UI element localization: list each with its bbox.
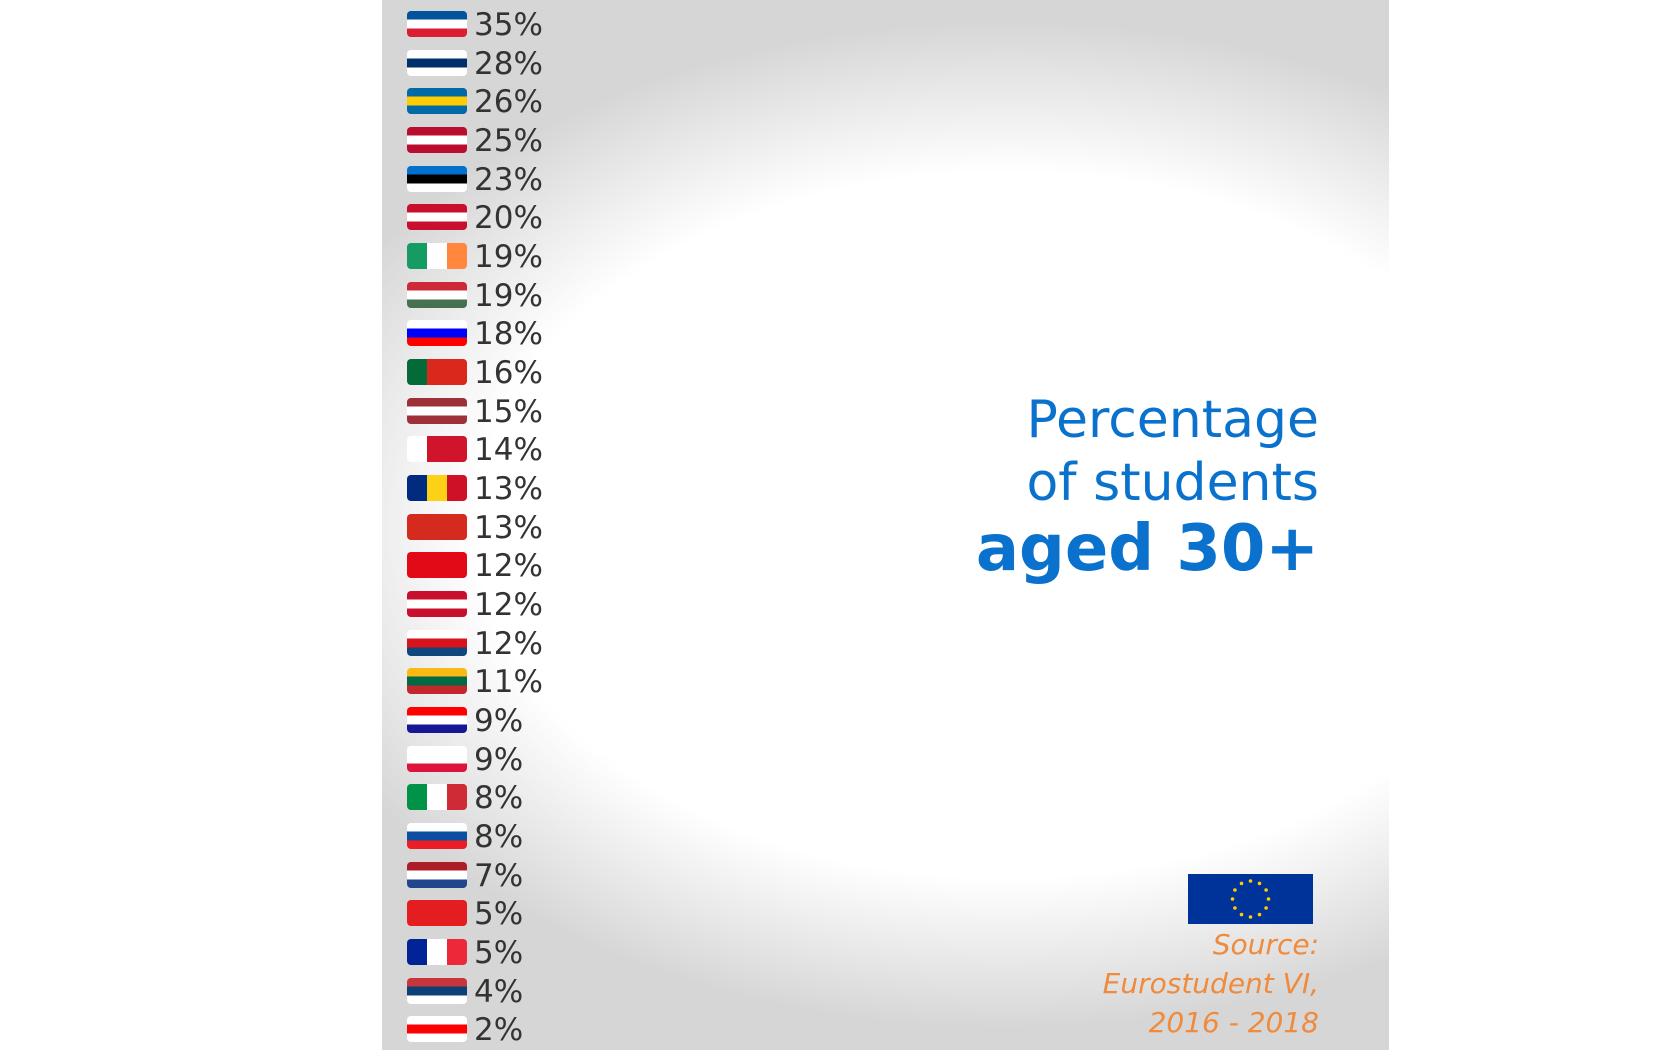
flag-icon bbox=[407, 668, 467, 695]
percentage-label: 18% bbox=[474, 316, 543, 353]
eu-flag bbox=[1188, 874, 1313, 924]
source-label: Source: bbox=[1212, 928, 1319, 961]
percentage-label: 13% bbox=[474, 509, 543, 546]
percentage-label: 7% bbox=[474, 857, 524, 894]
flag-icon bbox=[407, 88, 467, 115]
percentage-label: 2% bbox=[474, 1012, 524, 1049]
source-line: 2016 - 2018 bbox=[1148, 1006, 1319, 1039]
percentage-label: 5% bbox=[474, 896, 524, 933]
percentage-label: 8% bbox=[474, 780, 524, 817]
flag-icon bbox=[407, 436, 467, 463]
source-line: Eurostudent VI, bbox=[1102, 967, 1319, 1000]
flag-icon bbox=[407, 861, 467, 888]
percentage-label: 19% bbox=[474, 277, 543, 314]
title-line: of students bbox=[1026, 453, 1319, 513]
flag-icon bbox=[407, 475, 467, 502]
flag-icon bbox=[407, 11, 467, 37]
flag-icon bbox=[407, 320, 467, 347]
percentage-label: 26% bbox=[474, 84, 543, 121]
percentage-label: 12% bbox=[474, 625, 543, 662]
flag-icon bbox=[407, 49, 467, 76]
flag-icon bbox=[407, 281, 467, 308]
percentage-label: 23% bbox=[474, 161, 543, 198]
title-emphasis: aged 30+ bbox=[975, 512, 1319, 586]
flag-icon bbox=[407, 513, 467, 540]
flag-icon bbox=[407, 552, 467, 579]
flag-icon bbox=[407, 745, 467, 772]
percentage-label: 5% bbox=[474, 935, 524, 972]
flag-icon bbox=[407, 397, 467, 424]
percentage-label: 35% bbox=[474, 7, 543, 43]
flag-icon bbox=[407, 165, 467, 192]
percentage-label: 12% bbox=[474, 548, 543, 585]
flag-icon bbox=[407, 243, 467, 270]
percentage-label: 13% bbox=[474, 471, 543, 508]
flag-icon bbox=[407, 900, 467, 927]
flag-icon bbox=[407, 591, 467, 618]
flag-icon bbox=[407, 1016, 467, 1043]
percentage-label: 14% bbox=[474, 432, 543, 469]
flag-icon bbox=[407, 127, 467, 153]
flag-icon bbox=[407, 977, 467, 1004]
title-line: Percentage bbox=[1026, 390, 1319, 450]
percentage-label: 28% bbox=[474, 45, 543, 82]
flag-icon bbox=[407, 629, 467, 656]
flag-icon bbox=[407, 204, 467, 231]
flag-icon bbox=[407, 359, 467, 386]
percentage-label: 4% bbox=[474, 973, 524, 1010]
percentage-label: 11% bbox=[474, 664, 543, 701]
percentage-label: 15% bbox=[474, 393, 543, 430]
percentage-label: 25% bbox=[474, 123, 543, 159]
percentage-label: 20% bbox=[474, 200, 543, 237]
percentage-label: 12% bbox=[474, 587, 543, 624]
flag-icon bbox=[407, 707, 467, 734]
percentage-label: 9% bbox=[474, 703, 524, 740]
percentage-label: 9% bbox=[474, 741, 524, 778]
percentage-label: 19% bbox=[474, 239, 543, 276]
percentage-label: 16% bbox=[474, 355, 543, 392]
flag-icon bbox=[407, 823, 467, 850]
flag-icon bbox=[407, 784, 467, 811]
flag-icon bbox=[407, 939, 467, 966]
infographic: Percentage of students aged 30+ Source: … bbox=[382, 0, 1389, 1050]
percentage-label: 8% bbox=[474, 819, 524, 856]
